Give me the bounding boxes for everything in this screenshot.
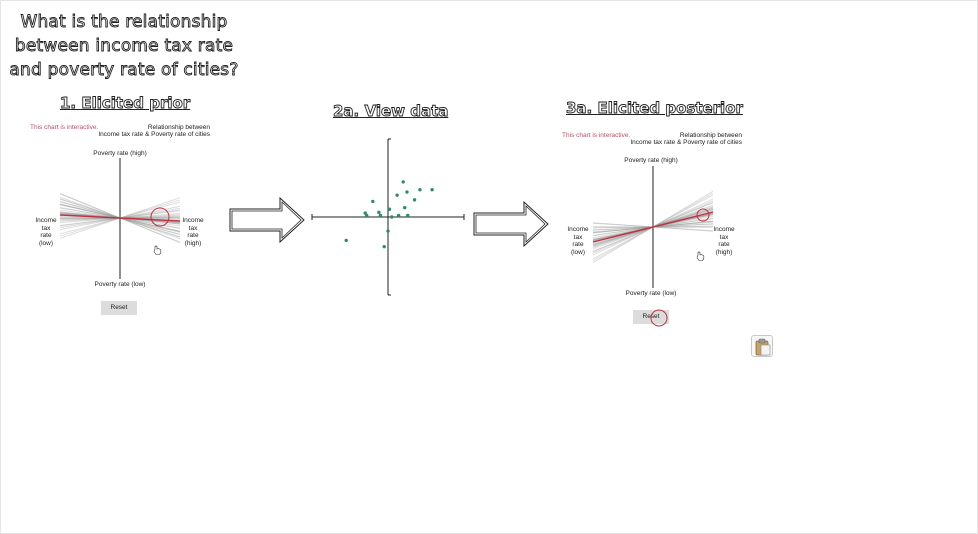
data-point bbox=[386, 229, 390, 233]
posterior-x-low-line: (low) bbox=[570, 248, 586, 256]
posterior-x-high-line: Income bbox=[713, 226, 735, 233]
hand-cursor-shape bbox=[153, 245, 162, 255]
posterior-y-high-label: Poverty rate (high) bbox=[624, 157, 678, 164]
posterior-x-high-line: (high) bbox=[715, 248, 733, 256]
data-point bbox=[396, 213, 401, 218]
right-arrow-icon bbox=[473, 200, 549, 248]
right-arrow-icon bbox=[229, 196, 305, 244]
slope-handle bbox=[150, 207, 170, 227]
data-point bbox=[365, 213, 369, 218]
question-title: What is the relationship between income … bbox=[9, 12, 239, 81]
data-point bbox=[401, 180, 405, 184]
prior-x-low-line: Income bbox=[35, 217, 57, 224]
data-point bbox=[387, 207, 392, 211]
posterior-y-low-label: Poverty rate (low) bbox=[625, 290, 677, 297]
data-point bbox=[371, 199, 375, 204]
prior-heading: 1. Elicited prior bbox=[60, 94, 191, 113]
posterior-x-low-label: Income tax rate (low) bbox=[566, 226, 590, 256]
data-point bbox=[382, 244, 386, 249]
prior-x-high-line: (high) bbox=[184, 239, 202, 247]
prior-x-high-line: rate bbox=[187, 232, 199, 239]
click-indicator-icon bbox=[650, 309, 668, 327]
data-point bbox=[412, 198, 417, 202]
posterior-heading: 3a. Elicited posterior bbox=[566, 99, 744, 118]
data-point bbox=[406, 213, 410, 218]
data-point bbox=[377, 210, 381, 215]
posterior-interactive-note: This chart is interactive. bbox=[562, 132, 631, 139]
data-point bbox=[418, 188, 422, 192]
data-point bbox=[344, 238, 348, 243]
prior-y-high-label: Poverty rate (high) bbox=[93, 150, 147, 157]
prior-x-low-line: tax bbox=[41, 224, 51, 232]
prior-x-high-label: Income tax rate (high) bbox=[180, 217, 206, 247]
prior-interactive-note: This chart is interactive. bbox=[30, 124, 99, 131]
prior-x-high-line: tax bbox=[188, 224, 198, 232]
hand-cursor-icon bbox=[696, 251, 705, 261]
prior-x-low-label: Income tax rate (low) bbox=[34, 217, 58, 247]
data-point bbox=[403, 205, 407, 210]
hand-cursor-shape bbox=[696, 251, 705, 261]
data-point bbox=[395, 193, 399, 197]
data-point bbox=[390, 215, 394, 219]
posterior-x-low-line: rate bbox=[572, 241, 584, 248]
mean-slope-line bbox=[59, 214, 181, 222]
posterior-relationship-line2: Income tax rate & Poverty rate of cities bbox=[630, 139, 742, 146]
prior-relationship-line1: Relationship between bbox=[147, 124, 210, 131]
clipboard-button[interactable] bbox=[751, 335, 773, 357]
posterior-x-high-line: tax bbox=[719, 233, 729, 241]
posterior-x-low-line: tax bbox=[573, 233, 583, 241]
hand-cursor-icon bbox=[153, 245, 162, 255]
prior-reset-button[interactable]: Reset bbox=[101, 301, 137, 315]
prior-y-low-label: Poverty rate (low) bbox=[94, 281, 146, 288]
prior-x-low-line: (low) bbox=[38, 239, 54, 247]
data-heading: 2a. View data bbox=[333, 102, 449, 121]
prior-relationship-line2: Income tax rate & Poverty rate of cities bbox=[98, 131, 210, 138]
prior-x-low-line: rate bbox=[40, 232, 52, 239]
posterior-x-high-line: rate bbox=[718, 241, 730, 248]
posterior-x-high-label: Income tax rate (high) bbox=[711, 226, 737, 256]
mean-slope-line bbox=[592, 211, 714, 243]
data-point bbox=[378, 213, 383, 218]
posterior-relationship-line1: Relationship between bbox=[679, 132, 742, 139]
prior-x-high-line: Income bbox=[182, 217, 204, 224]
clipboard-icon bbox=[755, 338, 771, 356]
data-point bbox=[430, 188, 434, 192]
data-point bbox=[405, 190, 409, 194]
posterior-x-low-line: Income bbox=[567, 226, 589, 233]
slope-handle bbox=[696, 208, 710, 222]
